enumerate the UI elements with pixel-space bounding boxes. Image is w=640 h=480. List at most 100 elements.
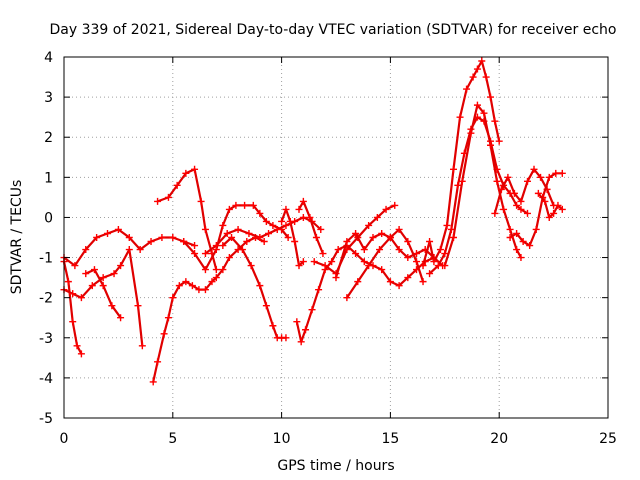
data-point-marker <box>430 258 438 266</box>
series-sat-i <box>219 234 290 342</box>
data-point-marker <box>513 229 521 237</box>
data-point-marker <box>395 282 403 290</box>
data-point-marker <box>219 221 227 229</box>
data-point-marker <box>164 314 172 322</box>
data-point-marker <box>526 242 534 250</box>
data-point-marker <box>478 57 486 65</box>
series-sat-h <box>201 213 325 258</box>
data-point-marker <box>506 234 514 241</box>
data-point-marker <box>378 266 386 274</box>
data-point-marker <box>463 85 471 93</box>
data-point-marker <box>343 294 351 302</box>
data-point-marker <box>495 137 503 145</box>
data-point-marker <box>265 229 273 237</box>
data-point-marker <box>317 225 325 233</box>
data-point-marker <box>500 205 508 213</box>
data-point-marker <box>284 234 292 241</box>
data-point-marker <box>436 246 444 254</box>
data-point-marker <box>256 234 264 241</box>
data-point-marker <box>125 234 133 241</box>
data-point-marker <box>77 350 85 358</box>
data-point-marker <box>343 238 351 246</box>
series-sat-p <box>419 57 503 270</box>
data-point-marker <box>352 250 360 258</box>
data-point-marker <box>404 238 412 246</box>
data-point-marker <box>99 274 107 282</box>
data-point-marker <box>297 338 305 346</box>
series-sat-t <box>506 169 566 250</box>
data-point-marker <box>282 334 290 342</box>
series-sat-l <box>295 197 327 258</box>
x-tick-label: 10 <box>273 431 291 447</box>
data-point-marker <box>212 242 220 250</box>
series-sat-j <box>278 205 307 270</box>
data-point-marker <box>88 282 96 290</box>
data-point-marker <box>223 229 231 237</box>
tick-labels: 0 5 10 15 20 25 -5 -4 -3 -2 -1 0 1 2 3 4 <box>39 50 617 447</box>
data-point-marker <box>110 270 118 278</box>
data-point-marker <box>354 278 362 286</box>
data-point-marker <box>369 234 377 241</box>
data-point-marker <box>243 238 251 246</box>
x-tick-label: 20 <box>490 431 508 447</box>
data-point-marker <box>125 246 133 254</box>
data-point-marker <box>469 73 477 81</box>
data-point-marker <box>228 234 236 241</box>
y-tick-label: 2 <box>44 130 53 146</box>
data-point-marker <box>312 234 320 241</box>
series-sat-r <box>441 101 525 270</box>
y-axis-label: SDTVAR / TECUs <box>9 180 25 295</box>
data-point-marker <box>328 258 336 266</box>
data-point-marker <box>225 254 233 262</box>
series-trace <box>443 104 523 267</box>
data-point-marker <box>197 197 205 205</box>
x-axis-label: GPS time / hours <box>277 458 394 474</box>
data-point-marker <box>352 229 360 237</box>
data-point-marker <box>195 286 203 294</box>
data-point-marker <box>517 197 525 205</box>
data-point-marker <box>473 101 481 109</box>
data-point-marker <box>386 234 394 241</box>
data-point-marker <box>441 250 449 258</box>
data-point-marker <box>134 302 142 310</box>
data-point-marker <box>513 246 521 254</box>
data-point-marker <box>90 266 98 274</box>
data-point-marker <box>491 209 499 217</box>
data-point-marker <box>191 165 199 173</box>
data-point-marker <box>64 278 72 286</box>
data-point-marker <box>541 197 549 205</box>
data-point-marker <box>493 177 501 185</box>
data-point-marker <box>278 217 286 225</box>
series-trace <box>428 116 529 275</box>
data-point-marker <box>480 109 488 117</box>
data-point-marker <box>77 294 85 302</box>
data-point-marker <box>443 221 451 229</box>
data-point-marker <box>473 65 481 73</box>
data-point-marker <box>154 358 162 366</box>
data-point-marker <box>458 177 466 185</box>
data-point-marker <box>225 205 233 213</box>
data-point-marker <box>419 262 427 270</box>
data-point-marker <box>558 169 566 177</box>
data-point-marker <box>108 302 116 310</box>
data-point-marker <box>523 177 531 185</box>
data-point-marker <box>321 262 329 270</box>
plot-frame <box>63 56 609 419</box>
data-point-marker <box>550 209 558 217</box>
data-point-marker <box>256 209 264 217</box>
data-point-marker <box>169 294 177 302</box>
series-sat-d <box>82 266 125 322</box>
data-point-marker <box>299 213 307 221</box>
data-point-marker <box>308 306 316 314</box>
data-point-marker <box>373 213 381 221</box>
data-point-marker <box>234 225 242 233</box>
series-sat-u <box>534 189 566 221</box>
y-tick-label: -1 <box>39 251 53 267</box>
data-point-marker <box>310 258 318 266</box>
data-point-marker <box>360 246 368 254</box>
data-point-marker <box>497 185 505 193</box>
series-trace <box>62 248 144 347</box>
data-point-marker <box>212 266 220 274</box>
